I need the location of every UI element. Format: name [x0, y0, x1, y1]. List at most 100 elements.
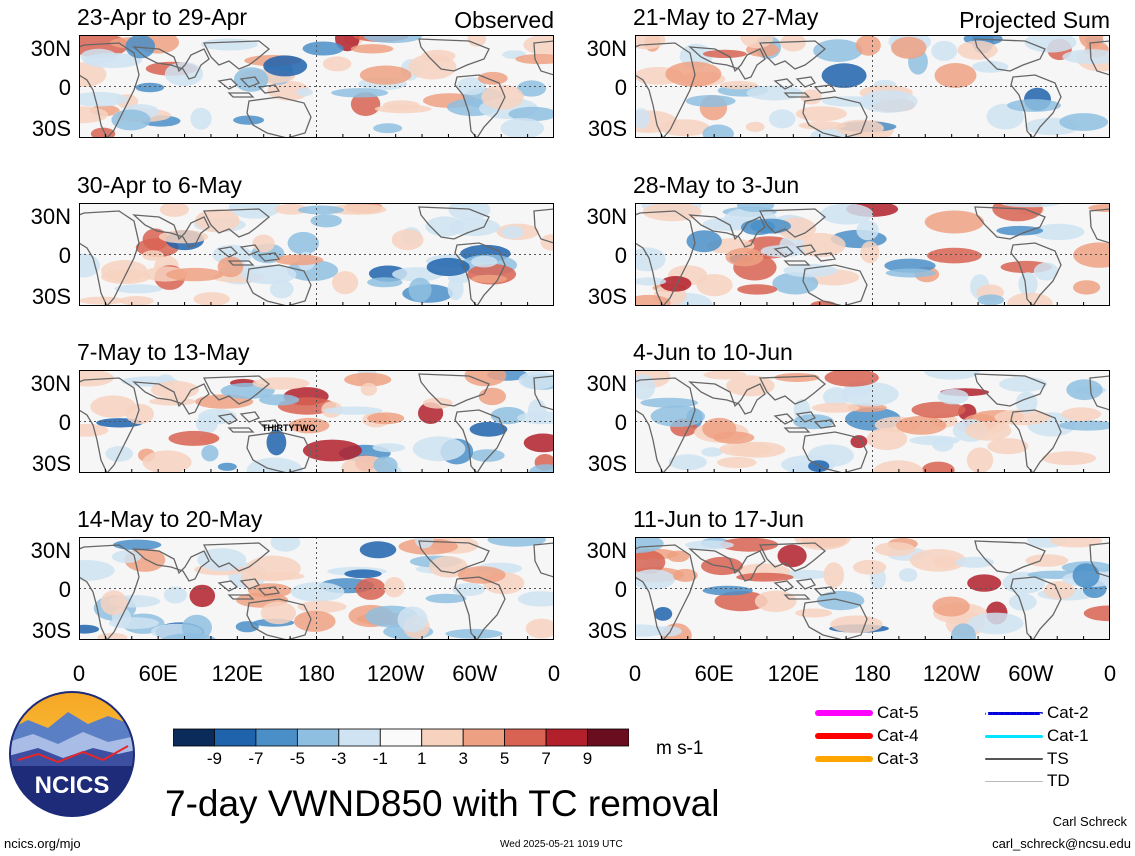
anomaly-contour	[1061, 407, 1102, 422]
anomaly-contour	[823, 562, 845, 588]
anomaly-contour	[821, 63, 867, 88]
anomaly-contour	[957, 40, 998, 60]
anomaly-contour	[1079, 35, 1104, 49]
anomaly-contour	[927, 247, 982, 264]
anomaly-contour	[296, 88, 313, 97]
coastline	[802, 96, 868, 138]
anomaly-contour	[937, 389, 969, 405]
anomaly-contour	[1050, 537, 1103, 548]
anomaly-contour	[217, 462, 237, 471]
colorbar-tick: -5	[289, 749, 305, 768]
footer-email[interactable]: carl_schreck@ncsu.edu	[992, 836, 1131, 851]
anomaly-contour	[725, 247, 764, 267]
colorbar-tick: 5	[499, 749, 510, 768]
legend-swatch	[815, 733, 873, 739]
anomaly-contour	[445, 628, 503, 639]
longitude-label: 60E	[694, 661, 734, 686]
anomaly-contour	[500, 117, 545, 138]
anomaly-contour	[425, 593, 467, 604]
coastline	[773, 411, 837, 433]
anomaly-map	[79, 537, 554, 640]
ncics-logo: NCICS	[8, 690, 136, 818]
longitude-label: 0	[1103, 661, 1117, 686]
anomaly-contour	[1059, 113, 1108, 131]
anomaly-contour	[111, 109, 151, 131]
panel-title: 14-May to 20-May	[77, 506, 263, 532]
anomaly-contour	[391, 229, 424, 251]
anomaly-contour	[813, 39, 863, 62]
legend-swatch	[985, 734, 1043, 738]
anomaly-contour	[783, 263, 838, 278]
coastline	[688, 46, 766, 80]
latitude-label: 30N	[586, 204, 627, 229]
coastline	[1089, 375, 1110, 411]
legend-item: Cat-2	[985, 702, 1089, 724]
anomaly-contour	[297, 600, 347, 613]
anomaly-contour	[696, 274, 733, 297]
coastline	[773, 76, 837, 98]
anomaly-contour	[384, 577, 405, 598]
anomaly-contour	[457, 566, 506, 584]
anomaly-contour	[408, 277, 432, 302]
anomaly-contour	[246, 457, 303, 473]
colorbar-box	[379, 728, 423, 747]
anomaly-contour	[508, 106, 554, 122]
anomaly-contour	[471, 255, 498, 268]
legend-label: Cat-3	[877, 749, 919, 768]
anomaly-contour	[795, 608, 833, 618]
coastline	[635, 377, 696, 473]
coastline	[132, 381, 210, 415]
latitude-label: 30N	[586, 36, 627, 61]
panel-title: 28-May to 3-Jun	[633, 172, 800, 198]
anomaly-contour	[478, 387, 506, 406]
footer-url[interactable]: ncics.org/mjo	[4, 836, 81, 851]
anomaly-contour	[189, 584, 216, 608]
anomaly-contour	[1032, 223, 1085, 241]
colorbar-box	[421, 728, 464, 747]
anomaly-contour	[112, 539, 162, 551]
anomaly-contour	[79, 560, 115, 581]
anomaly-contour	[80, 48, 117, 64]
coastline	[533, 542, 554, 578]
anomaly-contour	[523, 433, 554, 453]
longitude-label: 0	[72, 661, 86, 686]
coastline	[533, 208, 554, 244]
anomaly-contour	[703, 370, 747, 380]
anomaly-contour	[1007, 99, 1061, 112]
latitude-label: 0	[614, 410, 627, 435]
anomaly-contour	[856, 220, 879, 241]
longitude-label: 0	[628, 661, 642, 686]
anomaly-contour	[859, 90, 918, 113]
anomaly-contour	[287, 231, 319, 255]
anomaly-contour	[1024, 35, 1077, 53]
coastline	[773, 578, 837, 600]
latitude-label: 30S	[31, 284, 71, 309]
anomaly-contour	[201, 445, 219, 462]
longitude-label: 60E	[138, 661, 178, 686]
anomaly-contour	[642, 203, 702, 222]
colorbar-box	[587, 728, 630, 747]
anomaly-contour	[768, 109, 796, 129]
latitude-label: 30N	[30, 371, 71, 396]
anomaly-contour	[860, 241, 880, 264]
colorbar-box	[255, 728, 298, 747]
anomaly-contour	[909, 435, 960, 446]
panel-tag: Projected Sum	[959, 7, 1110, 33]
anomaly-contour	[635, 35, 666, 50]
anomaly-contour	[266, 429, 287, 456]
anomaly-contour	[447, 276, 464, 301]
anomaly-contour	[197, 548, 247, 572]
anomaly-map	[635, 537, 1110, 640]
latitude-label: 30S	[31, 451, 71, 476]
anomaly-contour	[233, 67, 269, 92]
anomaly-contour	[181, 614, 212, 640]
anomaly-contour	[382, 100, 420, 111]
coastline	[1089, 542, 1110, 578]
coastline	[1010, 409, 1062, 473]
anomaly-contour	[233, 115, 265, 125]
anomaly-contour	[200, 38, 258, 51]
anomaly-contour	[517, 591, 554, 607]
colorbar-box	[545, 728, 588, 747]
coastline	[418, 373, 490, 407]
legend-swatch	[815, 756, 873, 762]
